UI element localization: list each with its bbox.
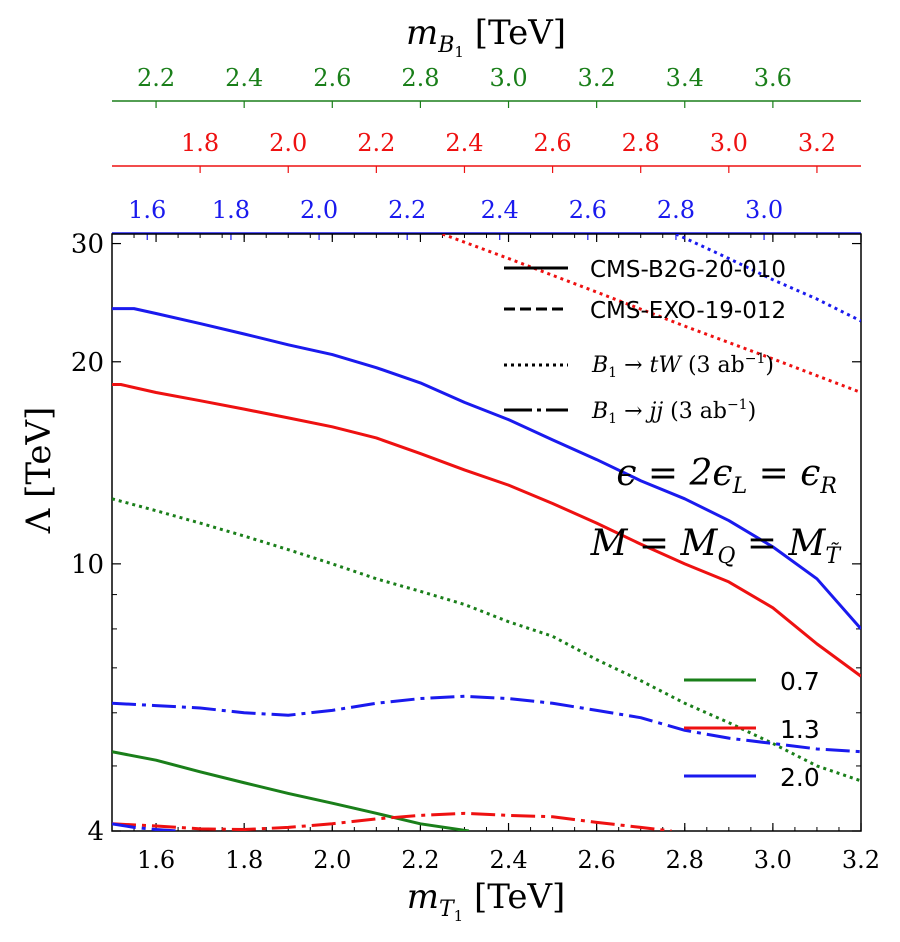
top-axis-label-green: 3.2 — [578, 64, 616, 92]
legend-style-label: CMS-EXO-19-012 — [590, 298, 786, 324]
top-axis-label-blue: 2.4 — [481, 196, 519, 224]
series-line-solid — [112, 750, 470, 831]
axis-ticks: 1.6 1.8 2.0 2.2 2.4 2.6 2.8 3.0 3.2 4 10 20 30 — [71, 230, 880, 874]
series-line-solid — [112, 307, 861, 630]
legend-color-label: 2.0 — [780, 763, 820, 792]
series-group — [112, 234, 861, 831]
top-axis-label-red: 1.8 — [181, 129, 219, 157]
top-axis-label-red: 2.4 — [445, 129, 483, 157]
series-line-dotted — [675, 234, 861, 323]
top-axes: 2.2 2.4 2.6 2.8 3.0 3.2 3.4 3.6 1.8 2.0 2.2 2.4 2.6 2… — [112, 64, 861, 240]
legend-style-label: B1 → jj (3 ab−1) — [591, 397, 756, 427]
top-axis-title: mB1 [TeV] — [406, 13, 566, 61]
top-axis-label-red: 2.2 — [357, 129, 395, 157]
top-axis-label-green: 2.8 — [401, 64, 439, 92]
legend-style-label: CMS-B2G-20-010 — [590, 257, 786, 283]
x-tick-label: 1.8 — [225, 846, 263, 874]
x-axis-label: mT1 [TeV] — [407, 877, 566, 925]
series-line-solid — [112, 383, 861, 678]
x-tick-label: 3.2 — [842, 846, 880, 874]
legend-colors: 0.7 1.3 2.0 — [684, 667, 820, 792]
top-axis-label-blue: 2.6 — [569, 196, 607, 224]
top-axis-label-red: 2.6 — [534, 129, 572, 157]
x-tick-label: 3.0 — [754, 846, 792, 874]
x-tick-label: 1.6 — [137, 846, 175, 874]
top-axis-label-green: 3.4 — [666, 64, 704, 92]
x-tick-label: 2.4 — [489, 846, 527, 874]
x-tick-label: 2.8 — [666, 846, 704, 874]
legend-styles: CMS-B2G-20-010 CMS-EXO-19-012 B1 → tW (3… — [504, 257, 786, 427]
legend-color-label: 0.7 — [780, 667, 820, 696]
top-axis-label-blue: 1.6 — [128, 196, 166, 224]
top-axis-label-green: 2.2 — [137, 64, 175, 92]
y-axis-label: Λ [TeV] — [19, 407, 59, 535]
x-tick-label: 2.2 — [401, 846, 439, 874]
series-line-dashdot — [112, 822, 179, 831]
top-axis-label-green: 3.0 — [489, 64, 527, 92]
series-line-dashdot — [112, 694, 861, 754]
top-axis-label-blue: 1.8 — [212, 196, 250, 224]
y-tick-label: 4 — [87, 817, 104, 847]
legend-style-label: B1 → tW (3 ab−1) — [591, 351, 774, 381]
top-axis-label-blue: 2.2 — [388, 196, 426, 224]
y-tick-label: 30 — [71, 230, 104, 260]
top-axis-label-blue: 2.8 — [657, 196, 695, 224]
top-axis-label-green: 2.6 — [313, 64, 351, 92]
top-axis-label-red: 2.8 — [622, 129, 660, 157]
top-axis-label-green: 2.4 — [225, 64, 263, 92]
x-tick-label: 2.0 — [313, 846, 351, 874]
x-tick-label: 2.6 — [578, 846, 616, 874]
top-axis-label-red: 2.0 — [269, 129, 307, 157]
legend-color-label: 1.3 — [780, 715, 820, 744]
top-axis-label-red: 3.0 — [710, 129, 748, 157]
series-line-dashdot — [112, 811, 672, 831]
series-line-dotted — [112, 497, 861, 783]
y-tick-label: 10 — [71, 550, 104, 580]
top-axis-label-green: 3.6 — [754, 64, 792, 92]
top-axis-label-red: 3.2 — [798, 129, 836, 157]
top-axis-label-blue: 2.0 — [300, 196, 338, 224]
y-tick-label: 20 — [71, 348, 104, 378]
top-axis-label-blue: 3.0 — [745, 196, 783, 224]
annotation-mass: M = MQ = MT̃ — [590, 523, 843, 569]
annotation-epsilon: ϵ = 2ϵL = ϵR — [616, 453, 837, 499]
series-line-dotted — [441, 234, 861, 394]
